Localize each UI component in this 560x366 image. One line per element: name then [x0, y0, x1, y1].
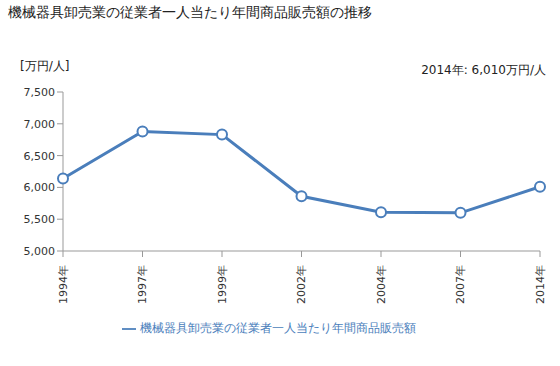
html-text:[万円/人]: [万円/人] — [20, 59, 70, 73]
html-text:2014年: 6,010万円/人: 2014年: 6,010万円/人 — [421, 63, 546, 77]
svg-text:5,500: 5,500 — [24, 213, 56, 226]
svg-text:2002年: 2002年 — [295, 265, 308, 304]
svg-text:7,500: 7,500 — [24, 86, 56, 99]
svg-text:7,000: 7,000 — [24, 118, 56, 131]
svg-text:6,500: 6,500 — [24, 150, 56, 163]
svg-text:1997年: 1997年 — [136, 265, 149, 304]
svg-text:1994年: 1994年 — [57, 265, 70, 304]
svg-text:2014年: 2014年 — [534, 265, 547, 304]
html-text:機械器具卸売業の従業者一人当たり年間商品販売額の推移: 機械器具卸売業の従業者一人当たり年間商品販売額の推移 — [8, 4, 372, 20]
svg-text:2007年: 2007年 — [454, 265, 467, 304]
svg-text:1999年: 1999年 — [216, 265, 229, 304]
svg-text:2004年: 2004年 — [375, 265, 388, 304]
html-text:機械器具卸売業の従業者一人当たり年間商品販売額: 機械器具卸売業の従業者一人当たり年間商品販売額 — [140, 321, 416, 335]
svg-text:6,000: 6,000 — [24, 181, 56, 194]
svg-text:5,000: 5,000 — [24, 245, 56, 258]
